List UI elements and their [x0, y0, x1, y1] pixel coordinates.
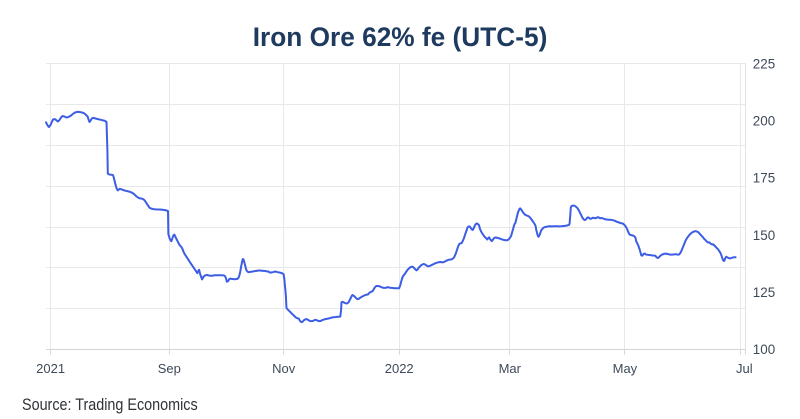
svg-text:2021: 2021 — [36, 361, 65, 376]
svg-text:125: 125 — [753, 285, 775, 300]
svg-text:175: 175 — [753, 171, 775, 186]
svg-text:2022: 2022 — [385, 361, 414, 376]
svg-text:225: 225 — [753, 56, 775, 71]
svg-text:Jul: Jul — [736, 361, 753, 376]
svg-text:Mar: Mar — [499, 361, 522, 376]
svg-text:May: May — [613, 361, 638, 376]
svg-text:Nov: Nov — [272, 361, 296, 376]
svg-text:200: 200 — [753, 114, 775, 129]
svg-text:100: 100 — [753, 342, 775, 357]
svg-text:Sep: Sep — [158, 361, 181, 376]
svg-text:150: 150 — [753, 228, 775, 243]
